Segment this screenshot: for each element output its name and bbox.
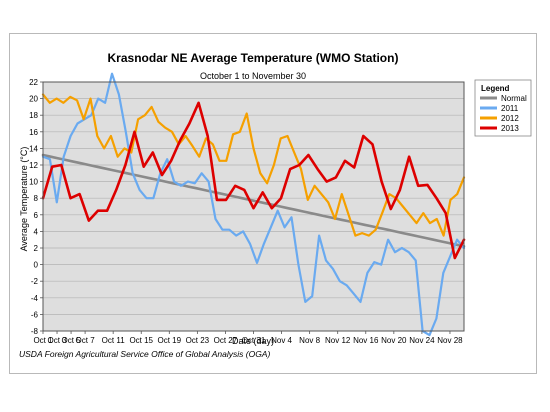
x-tick-label: Nov 8 (299, 336, 320, 345)
y-tick-label: 12 (29, 161, 38, 170)
series-line-2012 (41, 93, 466, 237)
legend-title: Legend (481, 84, 510, 93)
legend-label: 2012 (501, 114, 519, 123)
y-tick-label: 0 (34, 261, 39, 270)
x-tick-label: Oct 5 (62, 336, 82, 345)
legend-label: 2011 (501, 104, 519, 113)
x-tick-label: Nov 12 (325, 336, 351, 345)
source-note: USDA Foreign Agricultural Service Office… (19, 349, 270, 359)
y-tick-label: 18 (29, 111, 38, 120)
y-axis-ticks: -8 -6 -4 -2 0 2 4 6 8 10 12 14 16 18 20 22 (29, 78, 43, 336)
y-tick-label: -8 (31, 327, 39, 336)
x-tick-label: Oct 31 (242, 336, 266, 345)
y-tick-label: 10 (29, 178, 38, 187)
x-tick-label: Oct 3 (47, 336, 67, 345)
x-tick-label: Oct 7 (76, 336, 96, 345)
legend-label: 2013 (501, 124, 519, 133)
x-tick-label: Oct 1 (33, 336, 53, 345)
chart-frame: Krasnodar NE Average Temperature (WMO St… (9, 33, 537, 374)
x-axis-label: Date (day) (232, 336, 274, 346)
legend-label: Normal (501, 94, 527, 103)
x-tick-label: Nov 16 (353, 336, 379, 345)
y-tick-label: 16 (29, 128, 38, 137)
x-tick-label: Oct 27 (214, 336, 238, 345)
chart-canvas: Krasnodar NE Average Temperature (WMO St… (19, 51, 532, 359)
x-tick-label: Oct 19 (158, 336, 182, 345)
x-tick-label: Oct 23 (186, 336, 210, 345)
x-tick-label: Nov 24 (409, 336, 435, 345)
y-tick-label: 6 (34, 211, 39, 220)
series-line-2013 (41, 101, 466, 260)
series-line-normal (41, 153, 466, 248)
y-tick-label: 22 (29, 78, 38, 87)
y-tick-label: 4 (34, 227, 39, 236)
x-tick-label: Oct 11 (102, 336, 126, 345)
x-tick-label: Oct 15 (129, 336, 153, 345)
y-tick-label: 2 (34, 244, 39, 253)
x-tick-label: Nov 4 (271, 336, 292, 345)
chart-title: Krasnodar NE Average Temperature (WMO St… (108, 51, 399, 65)
series-line-2011 (41, 72, 466, 337)
y-axis-label: Average Temperature (°C) (19, 147, 29, 252)
chart-subtitle: October 1 to November 30 (200, 71, 306, 81)
x-tick-label: Nov 28 (437, 336, 463, 345)
series-group (41, 72, 466, 337)
y-tick-label: -6 (31, 310, 39, 319)
y-tick-label: 14 (29, 144, 38, 153)
x-tick-label: Nov 20 (381, 336, 407, 345)
y-tick-label: 8 (34, 194, 39, 203)
y-tick-label: 20 (29, 95, 38, 104)
y-tick-label: -2 (31, 277, 39, 286)
y-tick-label: -4 (31, 294, 39, 303)
